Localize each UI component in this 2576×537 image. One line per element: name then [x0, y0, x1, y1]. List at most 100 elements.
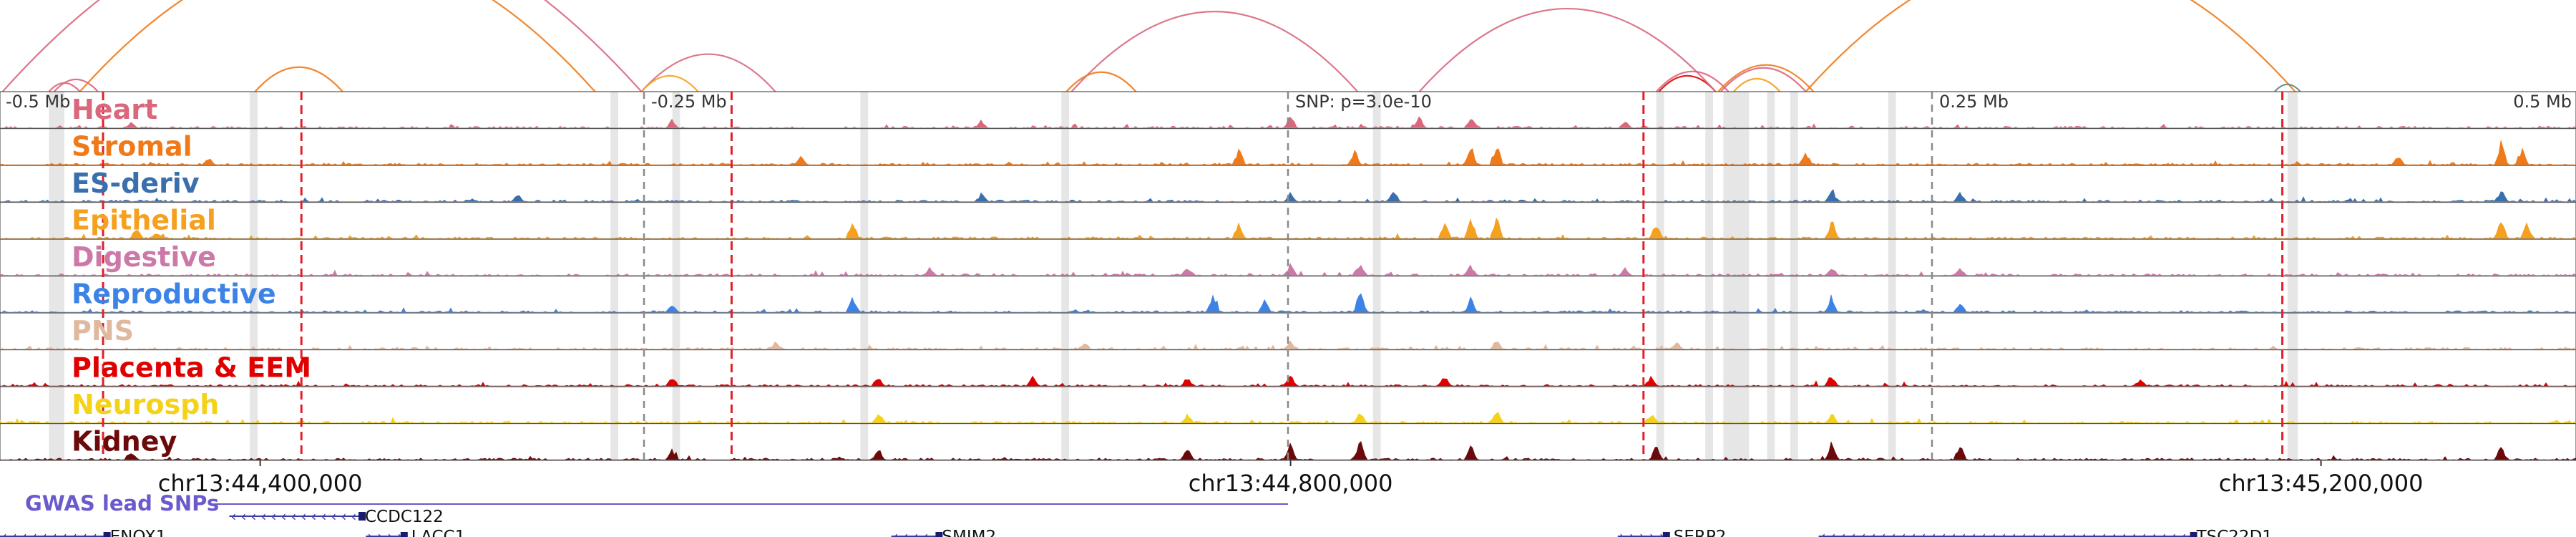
strand-arrow: ‹	[260, 508, 266, 525]
genomic-axis: chr13:44,400,000 chr13:44,800,000 chr13:45…	[158, 460, 2424, 497]
strand-arrow: ›	[1629, 528, 1635, 537]
track-label: Reproductive	[72, 279, 276, 310]
strand-arrow: ‹	[1931, 528, 1936, 537]
strand-arrow: ›	[1659, 528, 1665, 537]
gene-exon	[103, 532, 111, 537]
loop-arc	[1070, 11, 1359, 92]
track-label: Neurosph	[72, 389, 219, 420]
gene-exon	[2190, 532, 2197, 537]
strand-arrow: ›	[1619, 528, 1625, 537]
strand-arrow: ‹	[240, 508, 246, 525]
strand-arrow: ‹	[2041, 528, 2046, 537]
strand-arrow: ‹	[2051, 528, 2057, 537]
strand-arrow: ‹	[311, 508, 316, 525]
strand-arrow: ‹	[1961, 528, 1966, 537]
strand-arrow: ‹	[1890, 528, 1896, 537]
strand-arrow: ‹	[913, 528, 919, 537]
track-label: ES-deriv	[72, 168, 200, 199]
gene-exon	[358, 512, 366, 521]
gwas-label: GWAS lead SNPs	[25, 491, 219, 516]
strand-arrow: ‹	[42, 528, 47, 537]
strand-arrow: ‹	[341, 508, 346, 525]
loop-arc	[53, 78, 99, 92]
gene-label: ENOX1	[110, 528, 167, 537]
gene-exon	[935, 532, 943, 537]
loop-arc	[1805, 0, 2296, 92]
loop-arc	[1655, 70, 1729, 92]
strand-arrow: ‹	[1860, 528, 1866, 537]
signal-area	[0, 293, 2576, 313]
signal-area	[0, 412, 2576, 424]
strand-arrow: ‹	[2031, 528, 2036, 537]
signal-area	[0, 140, 2576, 165]
loop-arc	[1418, 7, 1717, 92]
strand-arrow: ‹	[2061, 528, 2067, 537]
track-label: Placenta & EEM	[72, 352, 311, 384]
strand-arrow: ‹	[331, 508, 336, 525]
gene-exon	[400, 532, 408, 537]
strand-arrow: ‹	[230, 508, 236, 525]
gene-label: TSC22D1	[2196, 528, 2273, 537]
strand-arrow: ‹	[1820, 528, 1826, 537]
strand-arrow: ‹	[2091, 528, 2097, 537]
strand-arrow: ‹	[321, 508, 326, 525]
gene-label: SMIM2	[942, 528, 996, 537]
strand-arrow: ‹	[2111, 528, 2117, 537]
strand-arrow: ‹	[903, 528, 909, 537]
loop-arc	[1732, 77, 1781, 92]
strand-arrow: ‹	[52, 528, 57, 537]
axis-tick-label: chr13:44,400,000	[158, 470, 363, 497]
loop-arc	[640, 74, 699, 92]
axis-tick-label: chr13:44,800,000	[1189, 470, 1393, 497]
track-frame	[0, 275, 2576, 314]
strand-arrow: ‹	[1921, 528, 1926, 537]
strand-arrow: ‹	[31, 528, 37, 537]
axis-tick-label: chr13:45,200,000	[2219, 470, 2424, 497]
strand-arrow: ‹	[1, 528, 7, 537]
strand-arrow: ‹	[2011, 528, 2016, 537]
strand-arrow: ‹	[1850, 528, 1856, 537]
track-label: Digestive	[72, 241, 216, 273]
signal-area	[0, 217, 2576, 239]
strand-arrow: ‹	[2021, 528, 2026, 537]
offset-tick-label: 0.25 Mb	[1939, 92, 2009, 112]
strand-arrow: ‹	[82, 528, 87, 537]
gene-label: LACC1	[411, 528, 465, 537]
loop-arc	[640, 53, 776, 92]
track-label: Stromal	[72, 131, 192, 163]
signal-area	[0, 340, 2576, 350]
strand-arrow: ‹	[2081, 528, 2087, 537]
strand-arrow: ‹	[2101, 528, 2107, 537]
strand-arrow: ‹	[301, 508, 306, 525]
strand-arrow: ›	[387, 528, 393, 537]
strand-arrow: ‹	[1880, 528, 1886, 537]
gene-annotations: GWAS lead SNPs ‹ ‹ ‹ ‹ ‹ ‹ ‹ ‹ ‹ ‹ ‹ ‹ ‹ CCDC122 ‹ ‹ ‹ ‹ ‹ ‹…	[0, 491, 2273, 537]
gene-label: CCDC122	[365, 508, 444, 526]
strand-arrow: ‹	[1981, 528, 1986, 537]
strand-arrow: ›	[1639, 528, 1645, 537]
strand-arrow: ‹	[11, 528, 17, 537]
track-frame	[0, 422, 2576, 461]
strand-arrow: ‹	[1951, 528, 1956, 537]
strand-arrow: ‹	[291, 508, 296, 525]
strand-arrow: ‹	[2181, 528, 2187, 537]
strand-arrow: ‹	[2161, 528, 2167, 537]
track-frame	[0, 312, 2576, 351]
loop-arc	[48, 82, 81, 92]
strand-arrow: ‹	[72, 528, 77, 537]
offset-tick-label: 0.5 Mb	[2513, 92, 2572, 112]
strand-arrow: ‹	[351, 508, 356, 525]
loop-arc	[2273, 83, 2301, 92]
strand-arrow: ‹	[1991, 528, 1996, 537]
loop-arc	[1658, 74, 1717, 92]
strand-arrow: ‹	[893, 528, 899, 537]
strand-arrow: ‹	[21, 528, 27, 537]
strand-arrow: ‹	[923, 528, 929, 537]
strand-arrow: ‹	[1830, 528, 1836, 537]
loop-arcs	[1, 0, 2301, 92]
strand-arrow: ‹	[250, 508, 256, 525]
gene-label: SERP2	[1674, 528, 1727, 537]
strand-arrow: ›	[377, 528, 383, 537]
strand-arrow: ›	[397, 528, 403, 537]
loop-arc	[1065, 71, 1137, 92]
